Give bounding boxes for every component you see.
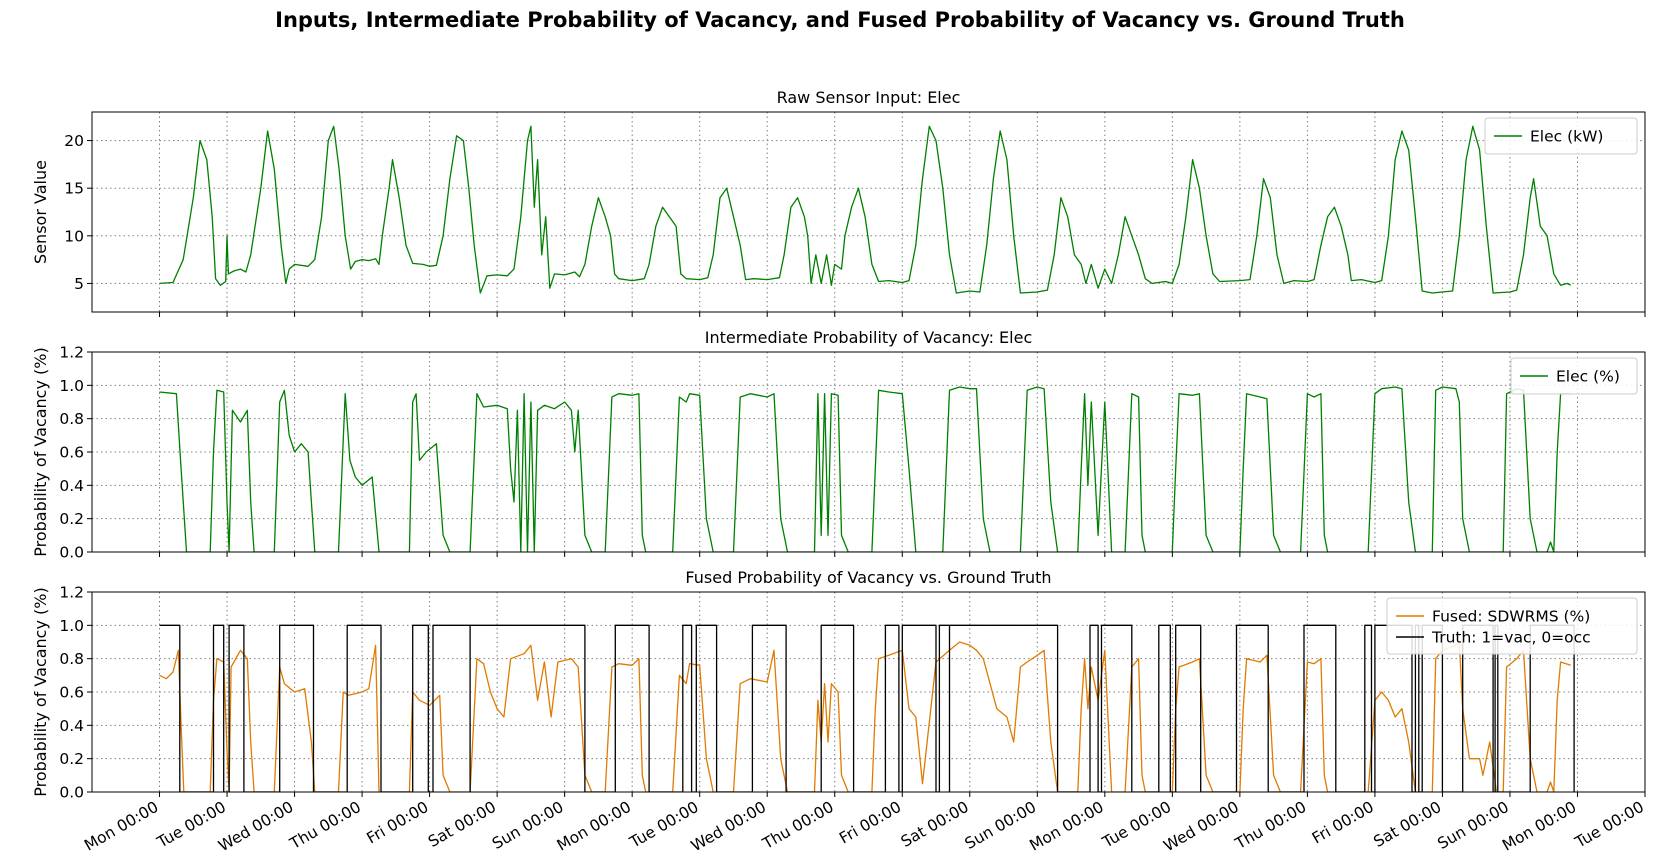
fused-ytick-label-0: 0.0 — [59, 784, 84, 802]
fused-xtick-label-22: Tue 00:00 — [1571, 798, 1647, 852]
intermediate-ytick-label-5: 1.0 — [59, 377, 84, 395]
figure-suptitle: Inputs, Intermediate Probability of Vaca… — [275, 8, 1405, 32]
raw-series-0-line — [159, 125, 1572, 294]
raw-ylabel: Sensor Value — [31, 160, 50, 264]
intermediate-legend: Elec (%) — [1510, 357, 1638, 395]
fused-xtick-label-5: Sat 00:00 — [425, 798, 499, 851]
fused-xtick-label-14: Mon 00:00 — [1027, 798, 1107, 855]
fused-series-0-line — [159, 641, 1571, 792]
fused-ylabel: Probability of Vacancy (%) — [31, 587, 50, 796]
intermediate-ytick-label-6: 1.2 — [59, 344, 84, 362]
raw-ytick-label-2: 15 — [64, 180, 84, 198]
fused-legend-label-0: Fused: SDWRMS (%) — [1432, 608, 1590, 626]
fused-xtick-label-17: Thu 00:00 — [1231, 798, 1309, 853]
fused-xtick-label-4: Fri 00:00 — [364, 798, 432, 848]
fused-ytick-label-1: 0.2 — [59, 750, 84, 768]
fused-xtick-label-16: Wed 00:00 — [1161, 798, 1242, 855]
fused-series-1-line — [159, 624, 1575, 792]
raw-panel: 5 10 15 20 Raw Sensor Input: Elec Sensor Valu… — [31, 88, 1646, 317]
fused-ytick-label-4: 0.8 — [59, 650, 84, 668]
fused-xtick-label-10: Thu 00:00 — [759, 798, 837, 853]
fused-xtick-label-19: Sat 00:00 — [1370, 798, 1444, 851]
intermediate-series-0-line — [159, 386, 1571, 552]
raw-legend: Elec (kW) — [1484, 117, 1638, 155]
fused-xtick-label-20: Sun 00:00 — [1434, 798, 1511, 853]
intermediate-legend-label-0: Elec (%) — [1556, 368, 1620, 386]
fused-ytick-label-5: 1.0 — [59, 617, 84, 635]
fused-xtick-label-6: Sun 00:00 — [489, 798, 566, 853]
fused-xtick-label-12: Sat 00:00 — [898, 798, 972, 851]
intermediate-ytick-label-1: 0.2 — [59, 510, 84, 528]
fused-legend: Fused: SDWRMS (%) Truth: 1=vac, 0=occ — [1386, 597, 1638, 655]
fused-ytick-label-2: 0.4 — [59, 717, 84, 735]
fused-xtick-label-7: Mon 00:00 — [554, 798, 634, 855]
fused-xtick-label-9: Wed 00:00 — [688, 798, 769, 855]
raw-legend-box — [1484, 117, 1638, 155]
raw-axes-frame — [91, 111, 1646, 313]
intermediate-ylabel: Probability of Vacancy (%) — [31, 347, 50, 556]
raw-ytick-label-3: 20 — [64, 132, 84, 150]
panels: 5 10 15 20 Raw Sensor Input: Elec Sensor Valu… — [31, 88, 1647, 855]
fused-xtick-label-3: Thu 00:00 — [286, 798, 364, 853]
fused-ytick-label-3: 0.6 — [59, 684, 84, 702]
intermediate-ytick-label-2: 0.4 — [59, 477, 84, 495]
fused-ytick-label-6: 1.2 — [59, 584, 84, 602]
fused-xtick-label-0: Mon 00:00 — [81, 798, 161, 855]
raw-title: Raw Sensor Input: Elec — [777, 88, 961, 107]
fused-xtick-label-2: Wed 00:00 — [215, 798, 296, 855]
fused-xtick-label-11: Fri 00:00 — [836, 798, 904, 848]
intermediate-panel: 0.0 0.2 0.4 0.6 0.8 1.0 1.2 Intermediate Probab… — [31, 328, 1646, 562]
fused-legend-label-1: Truth: 1=vac, 0=occ — [1431, 629, 1591, 647]
fused-legend-box — [1386, 597, 1638, 655]
fused-title: Fused Probability of Vacancy vs. Ground … — [685, 568, 1051, 587]
intermediate-ytick-label-0: 0.0 — [59, 544, 84, 562]
intermediate-title: Intermediate Probability of Vacancy: Ele… — [705, 328, 1033, 347]
fused-xtick-label-21: Mon 00:00 — [1499, 798, 1579, 855]
intermediate-legend-box — [1510, 357, 1638, 395]
intermediate-axes-frame — [91, 351, 1646, 553]
fused-xtick-label-13: Sun 00:00 — [962, 798, 1039, 853]
raw-legend-label-0: Elec (kW) — [1530, 128, 1603, 146]
intermediate-ytick-label-4: 0.8 — [59, 410, 84, 428]
fused-xtick-label-18: Fri 00:00 — [1309, 798, 1377, 848]
raw-ytick-label-0: 5 — [74, 275, 84, 293]
intermediate-ytick-label-3: 0.6 — [59, 444, 84, 462]
raw-ytick-label-1: 10 — [64, 227, 84, 245]
